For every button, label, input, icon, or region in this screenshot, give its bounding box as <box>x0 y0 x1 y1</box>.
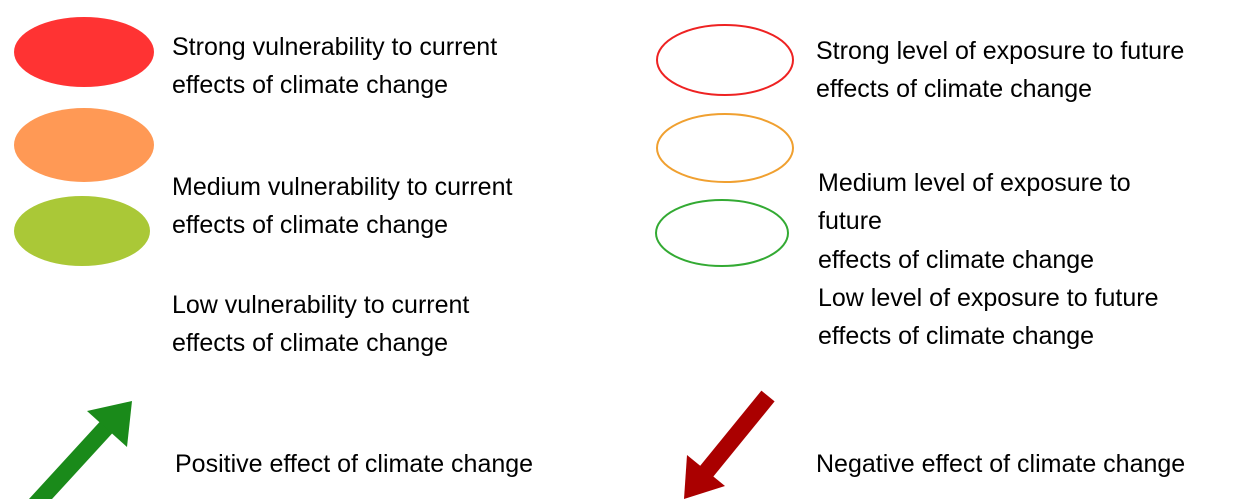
legend-text: Medium level of exposure to <box>818 169 1131 197</box>
strong-exposure-swatch <box>656 24 794 96</box>
medium-vulnerability-swatch <box>14 108 154 182</box>
legend-text: Strong vulnerability to current <box>172 33 497 61</box>
legend-text: future <box>818 207 882 235</box>
legend-text: effects of climate change <box>818 246 1094 274</box>
arrow-label: Positive effect of climate change <box>175 450 533 478</box>
low-vulnerability-swatch <box>14 196 150 266</box>
legend-text: Low level of exposure to future <box>818 284 1158 312</box>
negative-arrow <box>684 390 775 499</box>
legend-text: effects of climate change <box>818 322 1094 350</box>
legend-text: effects of climate change <box>816 75 1092 103</box>
legend-text: Low vulnerability to current <box>172 291 469 319</box>
legend-text: effects of climate change <box>172 211 448 239</box>
arrow-label: Negative effect of climate change <box>816 450 1185 478</box>
legend-text: Strong level of exposure to future <box>816 37 1184 65</box>
strong-vulnerability-swatch <box>14 17 154 87</box>
legend-text: Medium vulnerability to current <box>172 173 512 201</box>
medium-exposure-swatch <box>656 113 794 183</box>
legend-text: effects of climate change <box>172 71 448 99</box>
low-exposure-swatch <box>655 199 789 267</box>
positive-arrow <box>28 401 132 499</box>
legend-text: effects of climate change <box>172 329 448 357</box>
